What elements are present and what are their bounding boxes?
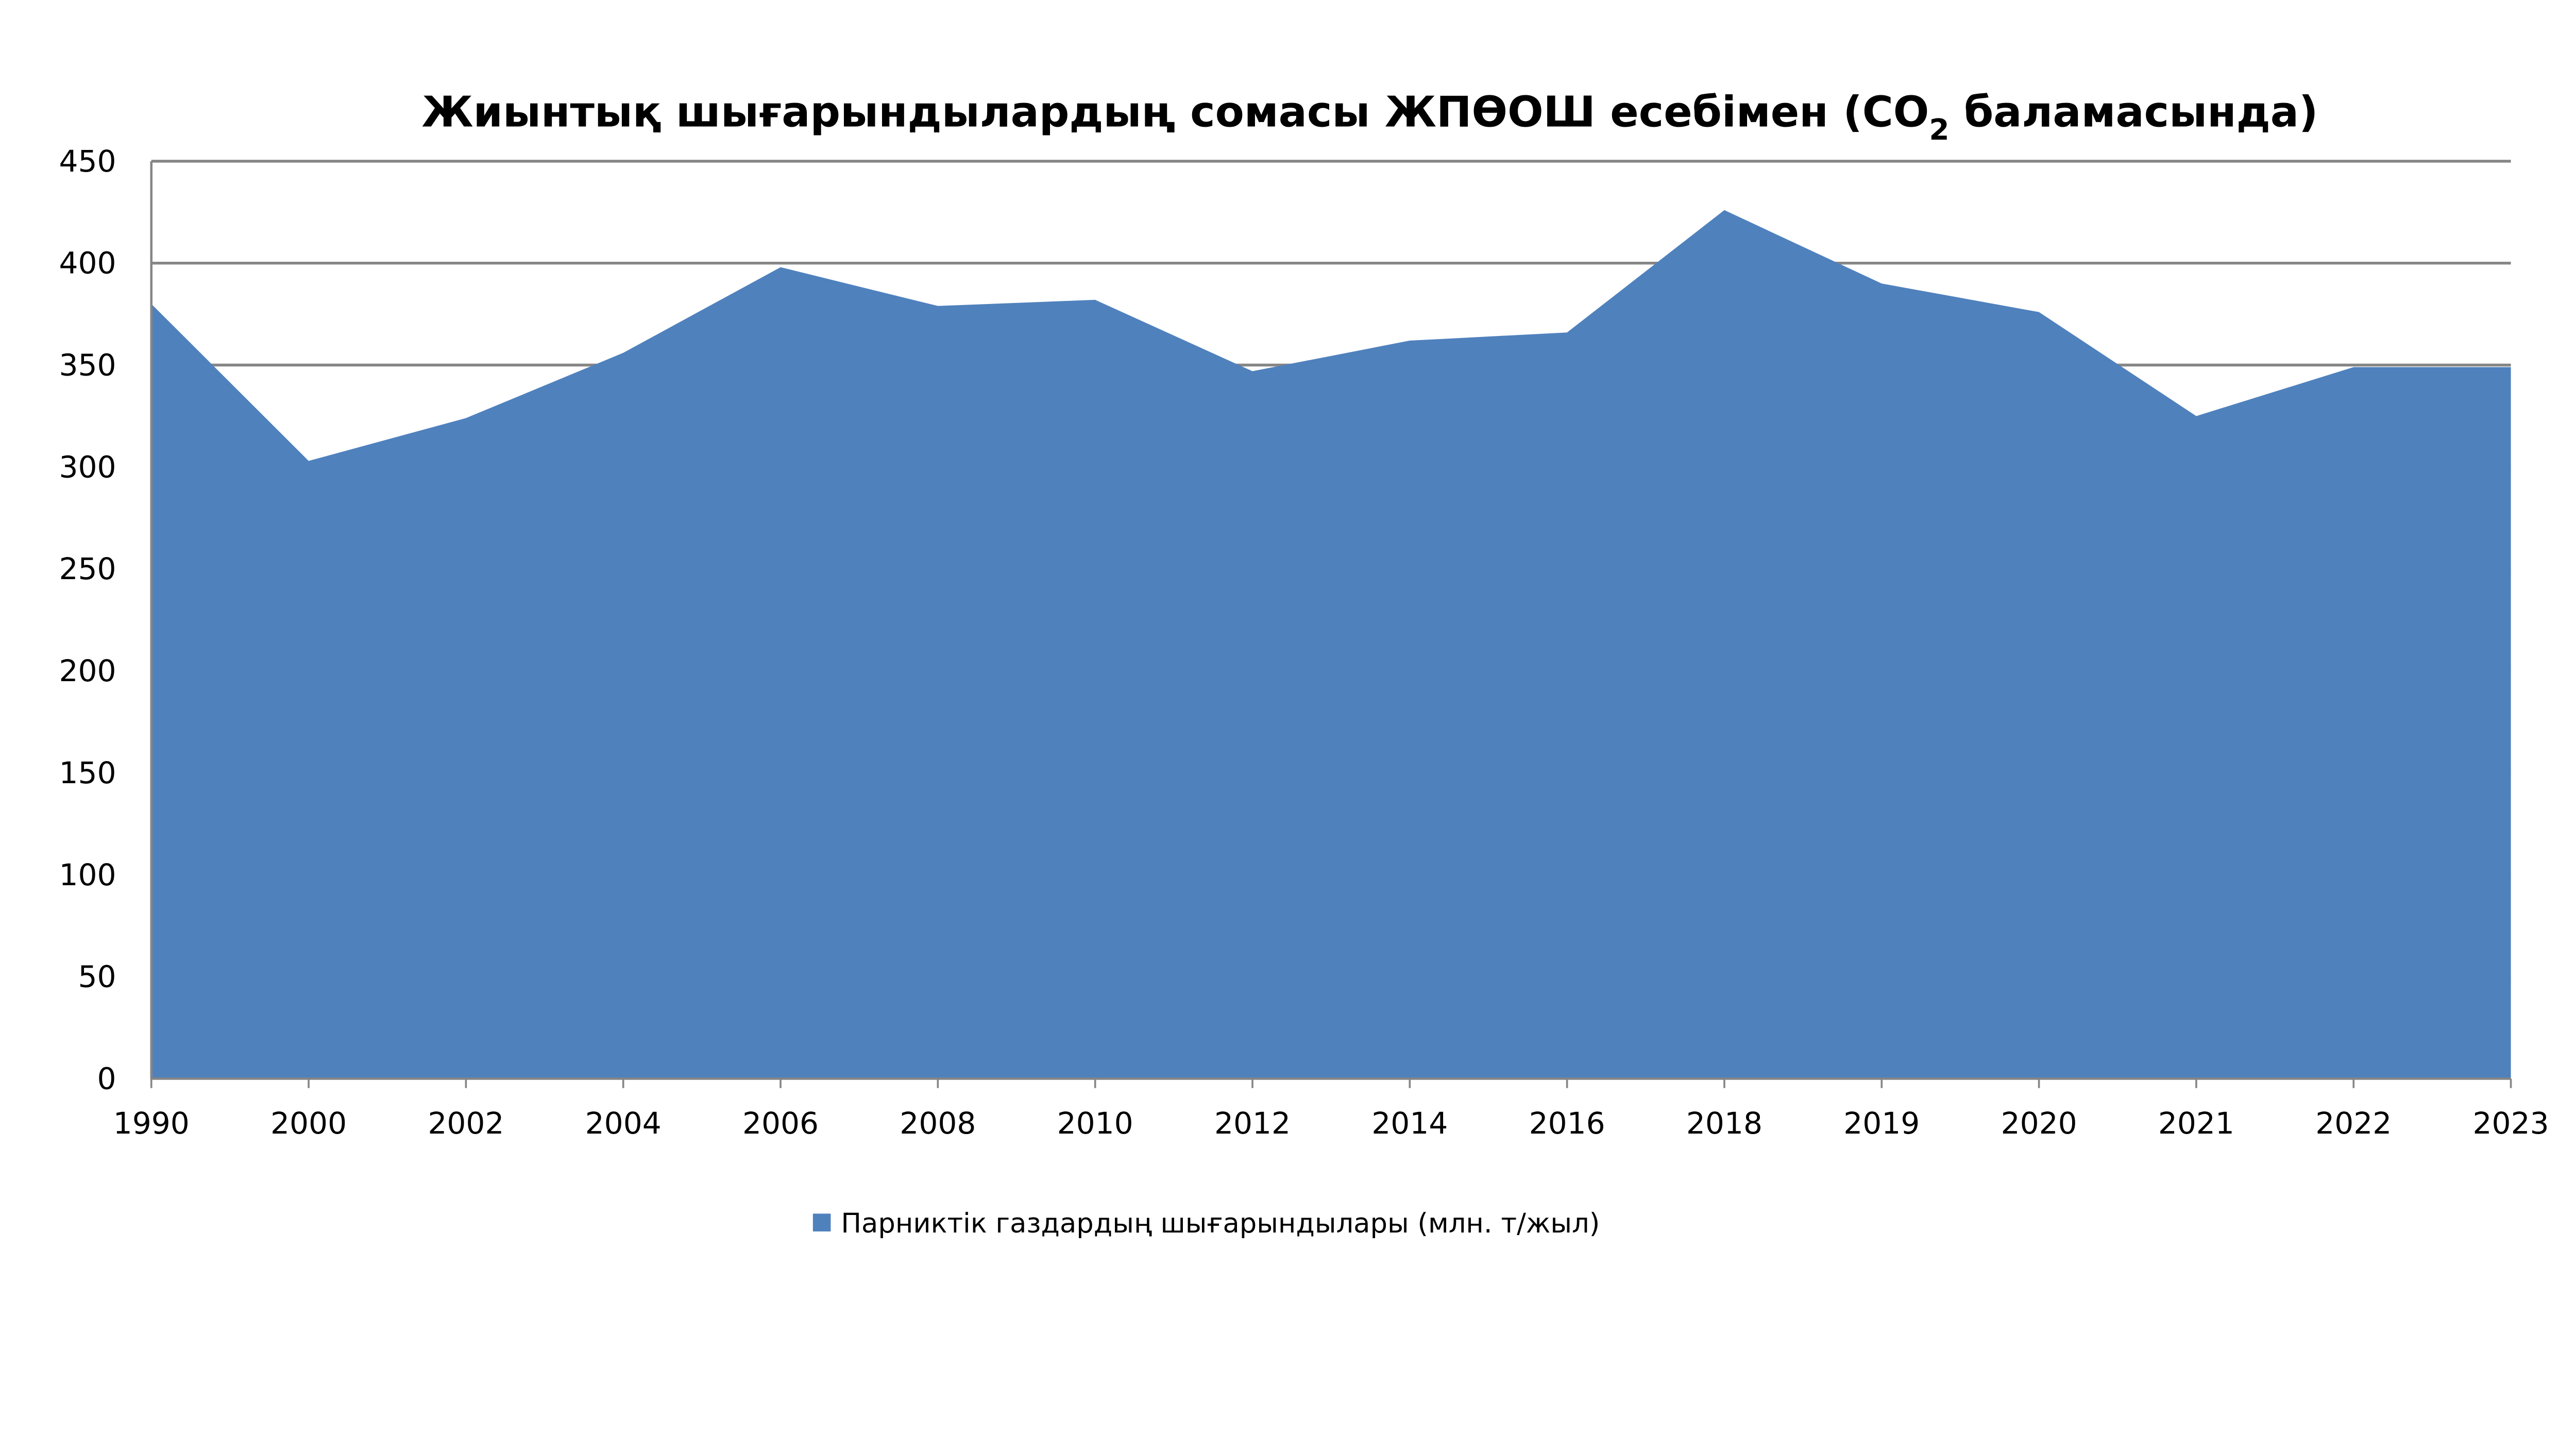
x-tick-label: 2000: [270, 1106, 347, 1141]
y-tick-label: 250: [59, 551, 116, 586]
legend-label: Парниктік газдардың шығарындылары (млн. …: [841, 1208, 1600, 1239]
x-tick-label: 2008: [900, 1106, 976, 1141]
series-area: [151, 210, 2511, 1079]
axes: [150, 161, 2512, 1088]
chart-title: Жиынтық шығарындылардың сомасы ЖПӨОШ есе…: [421, 88, 2318, 147]
x-tick-labels: 1990 2000 2002 2004 2006 2008 2010 2012 2014 2016…: [113, 1106, 2549, 1141]
legend-swatch: [812, 1213, 831, 1231]
x-tick-label: 2018: [1686, 1106, 1762, 1141]
x-tick-label: 2021: [2158, 1106, 2234, 1141]
x-tick-label: 2023: [2473, 1106, 2549, 1141]
x-tick-label: 2019: [1843, 1106, 1920, 1141]
area-chart: Жиынтық шығарындылардың сомасы ЖПӨОШ есе…: [59, 88, 2549, 1239]
y-tick-label: 350: [59, 348, 116, 383]
legend: Парниктік газдардың шығарындылары (млн. …: [812, 1208, 1600, 1239]
x-tick-label: 2016: [1529, 1106, 1605, 1141]
x-tick-label: 2010: [1057, 1106, 1133, 1141]
x-tick-label: 2004: [585, 1106, 662, 1141]
x-tick-label: 2002: [428, 1106, 504, 1141]
y-tick-label: 0: [97, 1061, 116, 1096]
y-tick-label: 300: [59, 449, 116, 484]
y-tick-label: 100: [59, 857, 116, 892]
x-tick-label: 1990: [113, 1106, 190, 1141]
y-tick-label: 50: [78, 959, 116, 994]
y-tick-label: 150: [59, 755, 116, 790]
x-tick-label: 2020: [2001, 1106, 2077, 1141]
x-tick-label: 2006: [742, 1106, 819, 1141]
x-tick-label: 2022: [2315, 1106, 2392, 1141]
x-tick-label: 2012: [1214, 1106, 1291, 1141]
area-series: [151, 210, 2511, 1079]
y-tick-labels: 0 50 100 150 200 250 300 350 400 450: [59, 144, 116, 1096]
y-tick-label: 200: [59, 653, 116, 688]
y-tick-label: 450: [59, 144, 116, 179]
y-tick-label: 400: [59, 246, 116, 281]
x-tick-label: 2014: [1371, 1106, 1448, 1141]
